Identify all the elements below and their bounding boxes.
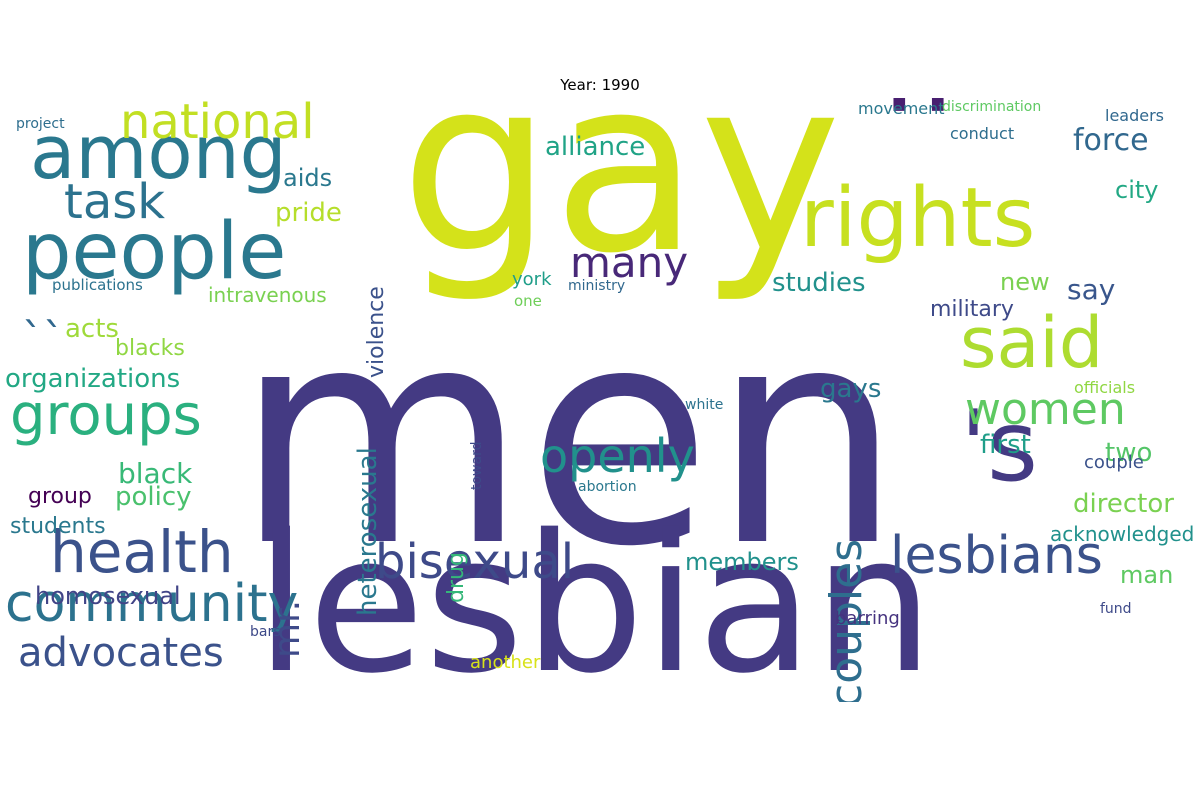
word-10: health: [50, 518, 234, 586]
word-9: community: [5, 574, 299, 634]
word-67: one: [514, 292, 542, 310]
word-11: groups: [10, 383, 202, 448]
word-7: among: [30, 110, 287, 196]
word-45: blacks: [115, 336, 185, 361]
word-28: policy: [115, 482, 192, 512]
word-40: say: [1067, 273, 1116, 306]
word-63: white: [685, 397, 724, 413]
word-66: ministry: [568, 278, 626, 294]
word-56: leaders: [1105, 106, 1165, 125]
word-25: alliance: [545, 132, 646, 162]
word-cloud: men gay lesbian people rights 's '' among said co…: [0, 98, 1200, 702]
word-34: studies: [772, 268, 866, 298]
word-44: acts: [65, 314, 119, 344]
word-59: project: [16, 116, 65, 132]
word-0: men: [235, 263, 902, 612]
word-58: discrimination: [942, 99, 1042, 115]
word-19: many: [570, 238, 689, 287]
word-65: fund: [1100, 601, 1132, 617]
word-22: ``: [22, 314, 64, 363]
word-50: man: [1120, 561, 1174, 589]
word-29: heterosexual: [353, 447, 383, 616]
word-16: task: [64, 174, 166, 230]
word-64: toward: [469, 441, 485, 490]
word-57: conduct: [950, 124, 1015, 143]
word-31: pride: [275, 198, 342, 228]
word-23: organizations: [5, 364, 181, 394]
word-42: military: [930, 297, 1014, 322]
word-24: force: [1073, 123, 1149, 158]
word-51: another: [470, 652, 541, 673]
word-48: drug: [444, 552, 469, 603]
word-47: two: [1105, 438, 1153, 468]
word-41: city: [1115, 176, 1159, 204]
word-61: bars: [250, 624, 281, 640]
word-55: couple: [1084, 452, 1144, 473]
word-30: violence: [364, 286, 389, 378]
word-53: york: [512, 269, 552, 290]
word-13: lesbians: [890, 526, 1103, 586]
word-36: first: [980, 430, 1031, 460]
word-54: movement: [858, 99, 945, 118]
word-15: national: [120, 98, 315, 150]
word-68: abortion: [578, 479, 637, 495]
word-14: advocates: [18, 630, 224, 676]
plot-title: Year: 1990: [560, 76, 640, 94]
word-18: openly: [540, 429, 695, 483]
word-8: said: [960, 302, 1104, 384]
word-33: black: [118, 457, 193, 490]
word-37: acknowledged: [1050, 522, 1195, 546]
word-26: director: [1073, 489, 1174, 519]
word-62: barring: [835, 608, 900, 629]
word-5: 's: [960, 390, 1038, 504]
word-60: officials: [1074, 378, 1136, 397]
word-52: publications: [52, 276, 143, 294]
word-39: students: [10, 514, 106, 539]
word-12: bisexual: [375, 534, 575, 590]
word-46: group: [28, 484, 92, 509]
word-49: new: [1000, 268, 1050, 296]
word-17: women: [965, 384, 1126, 435]
word-32: members: [685, 548, 799, 576]
word-27: homosexual: [35, 582, 181, 610]
word-6: '': [880, 98, 957, 209]
word-43: gays: [820, 374, 882, 404]
word-35: intravenous: [208, 283, 327, 307]
word-1: gay: [400, 98, 842, 306]
word-4: rights: [800, 171, 1036, 266]
word-38: aids: [283, 164, 333, 192]
word-2: lesbian: [255, 494, 934, 702]
word-3: people: [22, 207, 287, 297]
